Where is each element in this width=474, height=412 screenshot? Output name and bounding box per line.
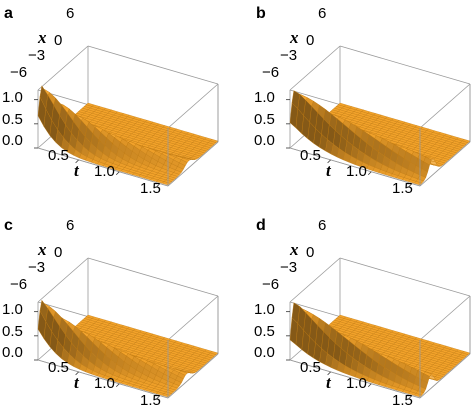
box-edge-front bbox=[289, 359, 421, 399]
x-tick: 6 bbox=[318, 5, 326, 22]
box-edge-front bbox=[37, 147, 169, 187]
box-edge bbox=[87, 257, 219, 297]
x-tick: 0 bbox=[54, 244, 62, 261]
panel-letter: d bbox=[256, 217, 266, 234]
panel-d: d x t 6 −3 0 −6 1.0 0.5 0.0 0.5 1.0 1.5 bbox=[254, 217, 471, 409]
box-edge bbox=[289, 257, 341, 303]
z-tick: 0.0 bbox=[254, 344, 275, 361]
x-tick: −6 bbox=[10, 64, 27, 81]
t-tick-mark bbox=[408, 395, 413, 399]
z-tick: 0.5 bbox=[2, 323, 23, 340]
t-tick: 1.5 bbox=[392, 392, 413, 409]
z-tick: 0.5 bbox=[254, 323, 275, 340]
x-axis-title: x bbox=[37, 240, 47, 259]
x-tick: 0 bbox=[306, 244, 314, 261]
z-tick: 1.0 bbox=[2, 89, 23, 106]
t-tick: 0.5 bbox=[48, 359, 69, 376]
x-tick: −6 bbox=[10, 276, 27, 293]
panel-b: b x t 6 −3 0 −6 1.0 0.5 0.0 0.5 1.0 1.5 bbox=[254, 5, 471, 197]
box-edge bbox=[87, 45, 219, 85]
t-tick: 1.5 bbox=[392, 180, 413, 197]
box-edge bbox=[167, 83, 219, 129]
box-edge-front bbox=[289, 147, 421, 187]
box-edge-front bbox=[167, 141, 219, 187]
x-tick: −6 bbox=[262, 64, 279, 81]
surface-mesh bbox=[289, 302, 471, 398]
z-tick: 0.0 bbox=[2, 132, 23, 149]
t-tick: 1.0 bbox=[346, 375, 367, 392]
x-tick: 6 bbox=[66, 217, 74, 234]
box-edge bbox=[339, 257, 471, 297]
panel-letter: a bbox=[4, 5, 13, 22]
x-tick: −3 bbox=[280, 47, 297, 64]
box-edge-front bbox=[419, 141, 471, 187]
box-edge bbox=[37, 257, 89, 303]
x-tick: 0 bbox=[306, 32, 314, 49]
t-tick: 0.5 bbox=[48, 147, 69, 164]
x-axis-title: x bbox=[37, 28, 47, 47]
panel-letter: c bbox=[4, 217, 13, 234]
tick-marks bbox=[34, 99, 161, 187]
box-edge bbox=[419, 83, 471, 129]
t-tick-mark bbox=[75, 371, 79, 376]
surface-mesh bbox=[289, 90, 471, 186]
x-tick: −3 bbox=[28, 47, 45, 64]
t-tick: 1.5 bbox=[140, 180, 161, 197]
surface-mesh bbox=[37, 299, 219, 398]
box-edge bbox=[37, 45, 89, 91]
t-tick-mark bbox=[75, 159, 79, 164]
box-edge bbox=[289, 45, 341, 91]
z-tick: 0.5 bbox=[2, 111, 23, 128]
t-tick-mark bbox=[156, 183, 161, 187]
t-axis-title: t bbox=[326, 373, 332, 392]
box-edge-front bbox=[167, 353, 219, 399]
t-tick: 0.5 bbox=[300, 359, 321, 376]
tick-marks bbox=[286, 311, 413, 399]
box-edge bbox=[167, 295, 219, 341]
t-tick-mark bbox=[156, 395, 161, 399]
z-tick: 0.0 bbox=[2, 344, 23, 361]
z-tick: 1.0 bbox=[2, 301, 23, 318]
t-tick-mark bbox=[408, 183, 413, 187]
z-tick: 0.5 bbox=[254, 111, 275, 128]
panel-letter: b bbox=[256, 5, 266, 22]
box-edge-front bbox=[419, 353, 471, 399]
t-tick: 1.0 bbox=[94, 375, 115, 392]
z-tick: 0.0 bbox=[254, 132, 275, 149]
x-axis-title: x bbox=[289, 240, 299, 259]
t-tick-mark bbox=[115, 383, 120, 388]
z-tick: 1.0 bbox=[254, 301, 275, 318]
x-axis-title: x bbox=[289, 28, 299, 47]
z-tick: 1.0 bbox=[254, 89, 275, 106]
panel-c: c x t 6 −3 0 −6 1.0 0.5 0.0 0.5 1.0 1.5 bbox=[2, 217, 219, 409]
t-axis-title: t bbox=[74, 373, 80, 392]
t-tick-mark bbox=[327, 371, 331, 376]
t-tick-mark bbox=[367, 383, 372, 388]
t-tick: 0.5 bbox=[300, 147, 321, 164]
x-tick: 0 bbox=[54, 32, 62, 49]
box-edge bbox=[419, 295, 471, 341]
t-tick-mark bbox=[327, 159, 331, 164]
x-tick: 6 bbox=[318, 217, 326, 234]
x-tick: −3 bbox=[280, 259, 297, 276]
t-axis-title: t bbox=[74, 161, 80, 180]
t-tick-mark bbox=[115, 171, 120, 176]
surface-mesh bbox=[37, 85, 219, 186]
t-tick: 1.0 bbox=[94, 163, 115, 180]
x-tick: 6 bbox=[66, 5, 74, 22]
t-tick: 1.0 bbox=[346, 163, 367, 180]
box-edge bbox=[339, 45, 471, 85]
t-tick-mark bbox=[367, 171, 372, 176]
tick-marks bbox=[34, 311, 161, 399]
box-edge-front bbox=[37, 359, 169, 399]
t-axis-title: t bbox=[326, 161, 332, 180]
panel-a: a x t 6 −3 0 −6 1.0 0.5 0.0 0.5 1.0 1.5 bbox=[2, 5, 219, 197]
x-tick: −3 bbox=[28, 259, 45, 276]
x-tick: −6 bbox=[262, 276, 279, 293]
t-tick: 1.5 bbox=[140, 392, 161, 409]
tick-marks bbox=[286, 99, 413, 187]
